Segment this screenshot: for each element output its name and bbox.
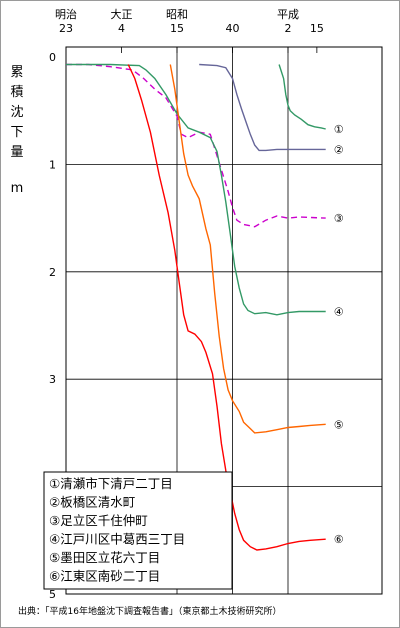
y-tick-label: 0 [49,51,56,64]
legend-entry: ⑤墨田区立花六丁目 [49,550,160,565]
y-axis-title-char: 積 [10,85,23,100]
legend: ①清瀬市下清戸二丁目 ②板橋区清水町 ③足立区千住仲町 ④江戸川区中葛西三丁目 ⑤墨田区… [43,471,233,590]
x-tick-label: 15 [170,22,184,35]
x-tick-label: 23 [59,22,73,35]
legend-box [43,471,233,590]
series-end-marker: ③ [334,212,344,225]
series-lines [66,63,326,551]
era-label: 大正 [111,7,133,21]
series-line [66,63,326,316]
y-axis-unit: m [11,181,24,196]
series-line [127,64,326,551]
x-tick-label: 4 [118,22,125,35]
legend-entry: ①清瀬市下清戸二丁目 [49,476,173,491]
y-tick-label: 5 [49,588,56,601]
series-markers: ① ② ③ ④ ⑤ ⑥ [334,123,344,546]
y-axis-title-char: 下 [10,125,23,140]
legend-entry: ④江戸川区中葛西三丁目 [49,532,185,547]
series-line [199,63,326,152]
series-line [278,64,326,130]
era-label: 明治 [55,7,77,21]
x-tick-label: 40 [226,22,240,35]
series-line [66,63,326,228]
series-end-marker: ⑤ [334,418,344,431]
y-axis-title-char: 沈 [10,105,23,120]
y-axis-title-char: 量 [10,145,23,160]
legend-entry: ③足立区千住仲町 [49,513,148,528]
y-tick-label: 2 [49,266,56,279]
series-end-marker: ① [334,123,344,136]
series-end-marker: ④ [334,306,344,319]
x-tick-label: 15 [310,22,324,35]
series-line [169,64,326,434]
axes: 0123452341540215明治大正昭和平成累積沈下量m [10,7,383,601]
y-axis-title-char: 累 [10,65,23,80]
series-end-marker: ⑥ [334,533,344,546]
x-tick-label: 2 [285,22,292,35]
era-label: 平成 [277,8,299,21]
source-note: 出典：「平成16年地盤沈下調査報告書」（東京都土木技術研究所） [18,605,281,617]
plot-border [65,46,383,595]
legend-entry: ⑥江東区南砂二丁目 [49,569,160,584]
era-label: 昭和 [166,8,188,21]
y-tick-label: 1 [49,158,56,171]
series-end-marker: ② [334,143,344,156]
y-tick-label: 3 [49,373,56,386]
legend-entry: ②板橋区清水町 [49,495,135,510]
